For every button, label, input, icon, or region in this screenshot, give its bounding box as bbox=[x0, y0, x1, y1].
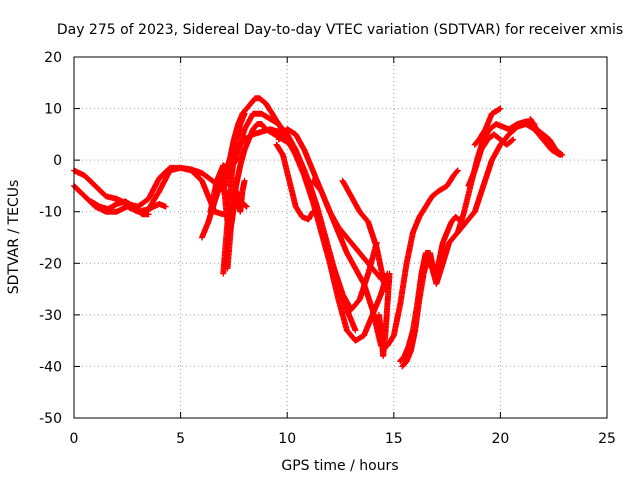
data-points-arc-20 bbox=[465, 131, 517, 189]
y-tick-label: -10 bbox=[39, 205, 62, 221]
series-arc-14 bbox=[339, 177, 389, 293]
x-tick-label: 15 bbox=[385, 431, 403, 447]
series-arc-16 bbox=[384, 167, 461, 349]
series-arc-22 bbox=[527, 115, 566, 158]
y-axis-label: SDTVAR / TECUs bbox=[6, 180, 22, 295]
x-tick-label: 5 bbox=[176, 431, 185, 447]
y-tick-label: -30 bbox=[39, 308, 62, 324]
series-arc-18 bbox=[399, 121, 564, 370]
data-points-arc-13 bbox=[309, 177, 384, 282]
series-arc-21 bbox=[471, 105, 504, 148]
y-tick-label: 10 bbox=[44, 102, 62, 118]
data-points-arc-21 bbox=[471, 105, 504, 148]
data-points-arc-14 bbox=[339, 177, 389, 293]
data-points-arc-3 bbox=[88, 198, 152, 218]
series-arc-13 bbox=[309, 177, 384, 282]
series-arc-12 bbox=[273, 141, 316, 223]
data-points-arc-10 bbox=[220, 177, 248, 236]
y-tick-label: -40 bbox=[39, 359, 62, 375]
y-tick-label: 20 bbox=[44, 50, 62, 66]
x-axis-label: GPS time / hours bbox=[281, 458, 398, 474]
series-arc-15 bbox=[375, 270, 393, 360]
x-tick-label: 20 bbox=[491, 431, 509, 447]
data-points-arc-11 bbox=[275, 126, 384, 349]
y-tick-label: -50 bbox=[39, 411, 62, 427]
series-arc-20 bbox=[465, 131, 517, 189]
y-tick-label: -20 bbox=[39, 256, 62, 272]
series-arc-10 bbox=[220, 177, 248, 236]
data-layer bbox=[71, 95, 566, 370]
data-points-arc-16 bbox=[384, 167, 461, 349]
tick-layer: 0 5 10 15 20 25 -50 -40 -30 -20 -10 0 10 20 bbox=[39, 50, 616, 447]
data-points-arc-12 bbox=[273, 141, 316, 223]
grid-layer bbox=[74, 57, 607, 418]
series-arc-11 bbox=[275, 126, 384, 349]
plot-frame bbox=[73, 56, 608, 419]
data-points-arc-18 bbox=[399, 121, 564, 370]
x-tick-label: 25 bbox=[598, 431, 616, 447]
series-arc-3 bbox=[88, 198, 152, 218]
data-points-arc-15 bbox=[375, 270, 393, 360]
x-tick-label: 0 bbox=[70, 431, 79, 447]
chart-title: Day 275 of 2023, Sidereal Day-to-day VTE… bbox=[57, 22, 623, 38]
data-points-arc-22 bbox=[527, 115, 566, 158]
y-tick-label: 0 bbox=[53, 153, 62, 169]
x-tick-label: 10 bbox=[278, 431, 296, 447]
